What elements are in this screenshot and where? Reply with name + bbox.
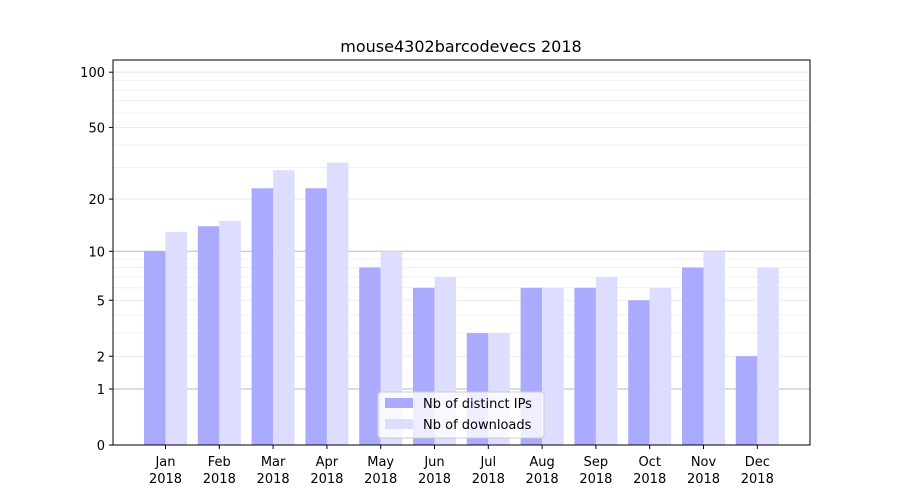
x-tick-label-year: 2018 [364, 472, 397, 487]
bar-distinct-ips [251, 188, 274, 446]
bar-downloads [326, 162, 349, 446]
x-tick-label-month: Nov [691, 455, 717, 470]
x-tick-label-year: 2018 [472, 472, 505, 487]
bar-downloads [165, 231, 187, 445]
x-tick-label-month: Oct [638, 455, 660, 470]
y-tick-label: 2 [97, 350, 105, 365]
legend-label-ips: Nb of distinct IPs [423, 397, 532, 412]
x-tick-label-year: 2018 [149, 472, 182, 487]
x-tick-label-year: 2018 [741, 472, 774, 487]
bar-distinct-ips [197, 226, 220, 445]
bar-distinct-ips [305, 188, 327, 446]
legend-swatch-downloads [385, 419, 413, 429]
x-tick-label-month: Sep [584, 455, 609, 470]
x-tick-label-year: 2018 [310, 472, 343, 487]
x-tick-label-year: 2018 [579, 472, 612, 487]
x-tick-label-month: Feb [208, 455, 231, 470]
y-tick-label: 5 [97, 294, 105, 309]
x-tick-label-month: Aug [529, 455, 554, 470]
x-tick-label-year: 2018 [687, 472, 720, 487]
x-tick-label-month: Dec [745, 455, 770, 470]
x-tick-label-year: 2018 [203, 472, 236, 487]
bar-downloads [542, 287, 564, 445]
bar-distinct-ips [628, 300, 650, 445]
bar-distinct-ips [735, 356, 758, 445]
y-tick-label: 20 [88, 193, 105, 208]
x-tick-label-year: 2018 [257, 472, 290, 487]
x-tick-label-year: 2018 [418, 472, 451, 487]
legend-swatch-ips [385, 398, 413, 408]
legend-label-downloads: Nb of downloads [423, 418, 532, 433]
x-tick-label-month: Apr [316, 455, 339, 470]
x-tick-label-month: Mar [261, 455, 286, 470]
y-tick-label: 0 [97, 439, 105, 454]
bar-downloads [649, 287, 672, 445]
bar-distinct-ips [574, 287, 596, 445]
bar-distinct-ips [682, 267, 704, 445]
x-tick-label-year: 2018 [526, 472, 559, 487]
x-tick-label-month: Jul [479, 455, 496, 470]
bar-downloads [219, 221, 241, 445]
x-axis: Jan 2018 Feb 2018 Mar 2018 Apr 2018 May 2018 Jun 20… [149, 445, 774, 487]
plot-frame [112, 59, 811, 446]
bar-distinct-ips [359, 267, 381, 445]
bar-distinct-ips [144, 251, 166, 445]
chart-title: mouse4302barcodevecs 2018 [340, 37, 581, 56]
x-tick-label-year: 2018 [633, 472, 666, 487]
x-tick-label-month: Jun [423, 455, 444, 470]
bar-downloads [273, 170, 295, 446]
legend: Nb of distinct IPs Nb of downloads [377, 391, 545, 439]
y-axis: 0 1 2 5 10 20 50 100 [80, 66, 113, 454]
y-tick-label: 100 [80, 66, 105, 81]
y-tick-label: 50 [88, 121, 105, 136]
bar-downloads [703, 251, 725, 445]
y-tick-label: 1 [97, 383, 105, 398]
bar-downloads [757, 267, 779, 445]
bar-downloads [595, 277, 618, 445]
x-tick-label-month: Jan [154, 455, 175, 470]
y-tick-label: 10 [88, 245, 105, 260]
x-tick-label-month: May [367, 455, 394, 470]
